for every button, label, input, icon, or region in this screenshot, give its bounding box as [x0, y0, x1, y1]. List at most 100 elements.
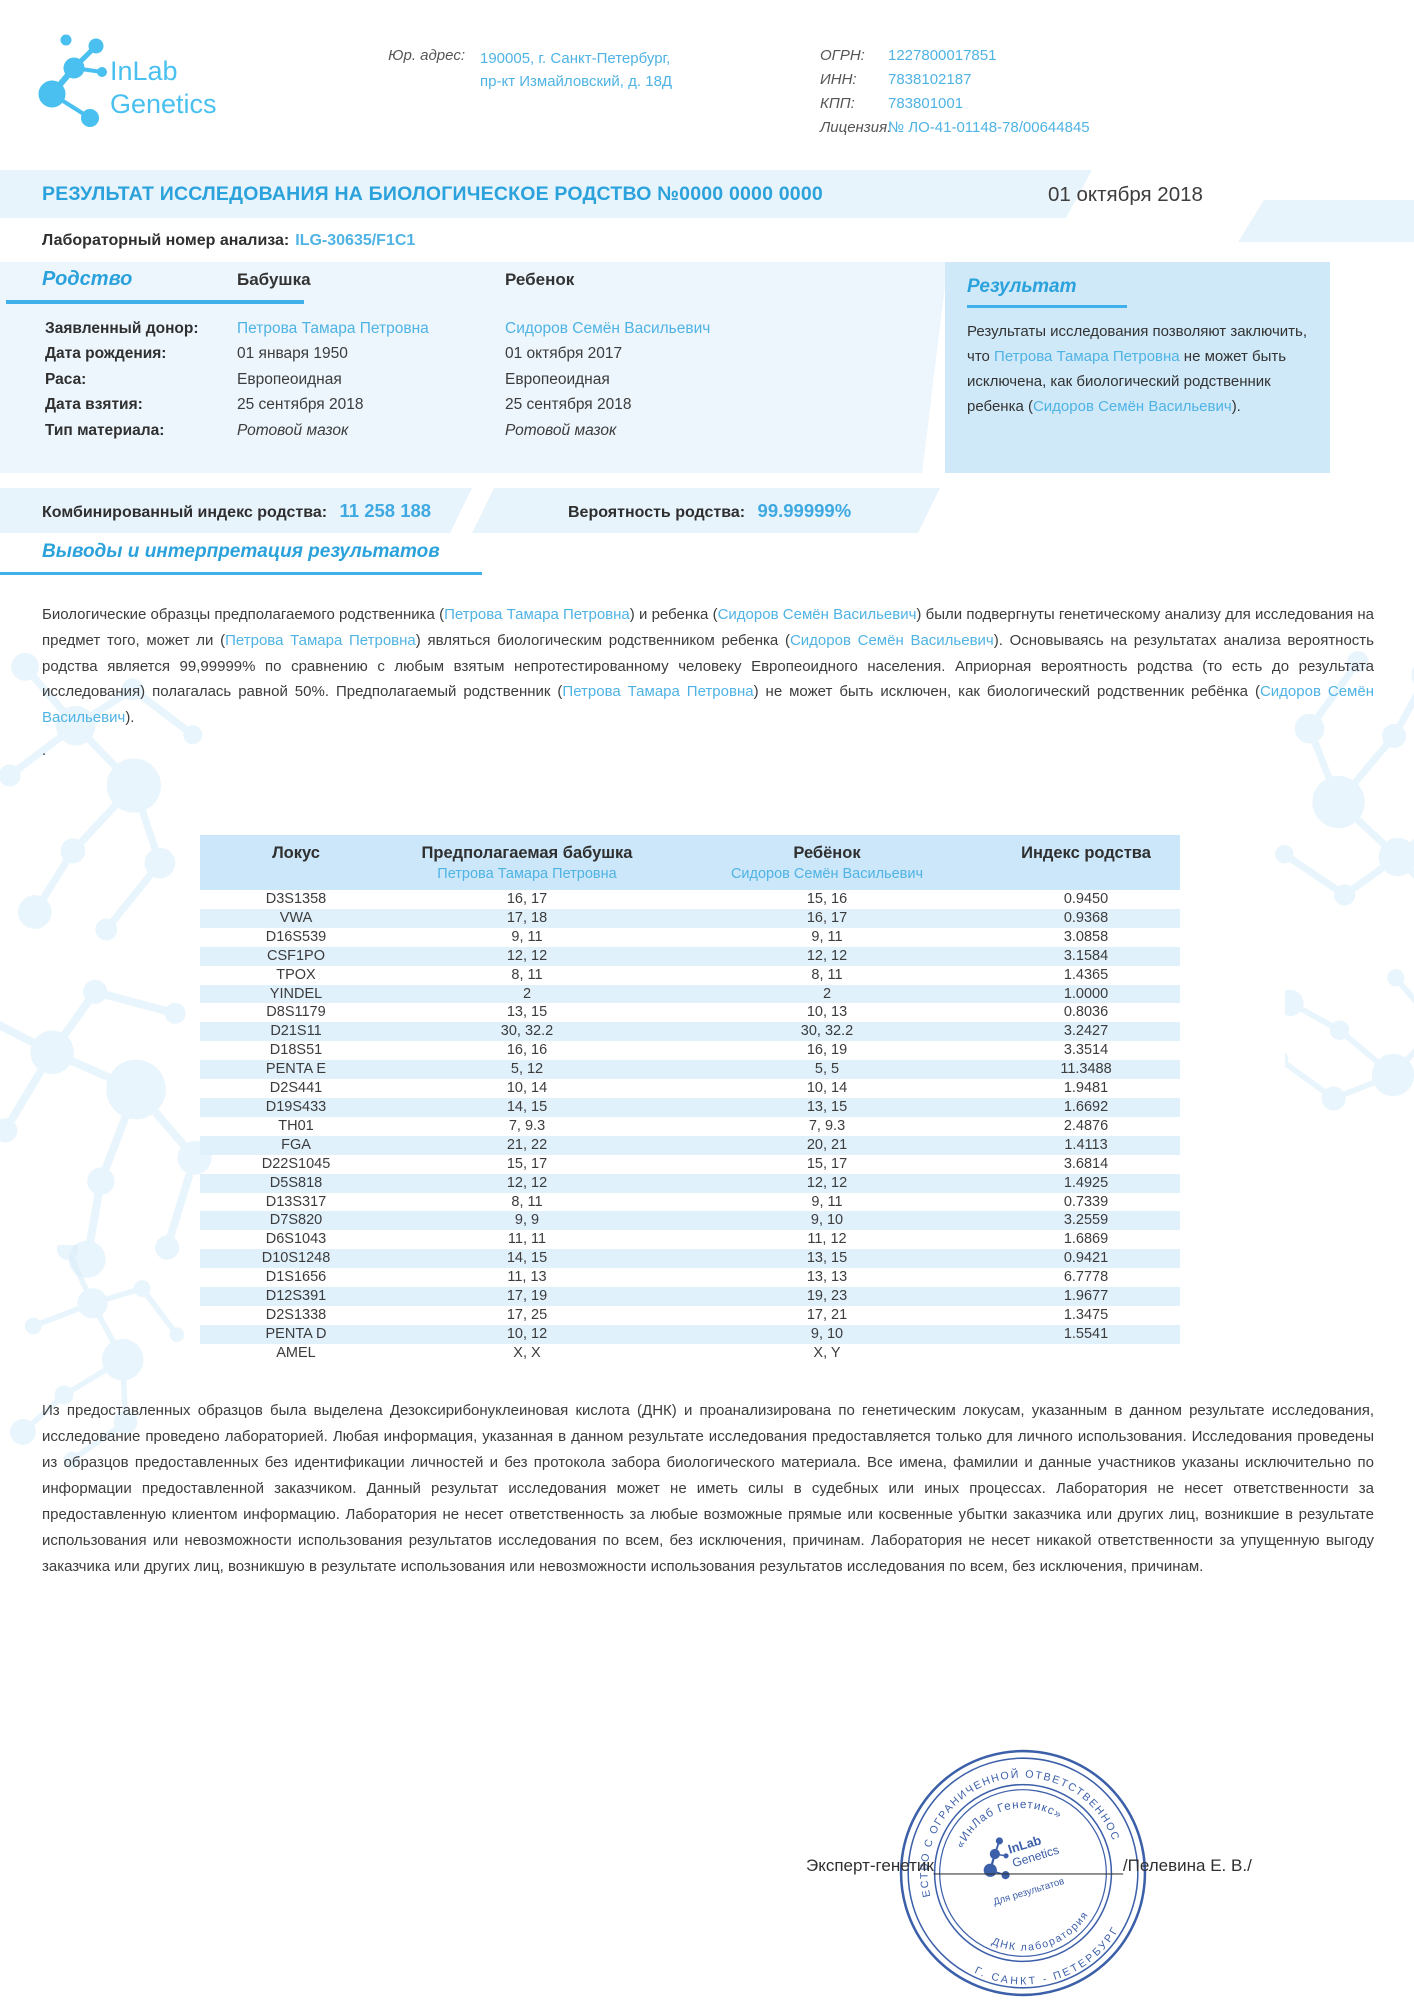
- locus-cell: D8S1179: [266, 1004, 326, 1021]
- donor-alleles-cell: 7, 9.3: [508, 1117, 546, 1134]
- company-stamp: ОБЩЕСТВО С ОГРАНИЧЕННОЙ ОТВЕТСТВЕННОСТЬЮ…: [856, 1712, 1150, 2005]
- child-header-title: Ребёнок: [793, 844, 861, 862]
- donor-header: Предполагаемая бабушка Петрова Тамара Пет…: [392, 835, 662, 890]
- index-cell: 1.9677: [1063, 1288, 1109, 1305]
- index-cell: 11.3488: [1060, 1061, 1112, 1078]
- str-table-body: D3S1358 16, 17 15, 16 0.9450 VWA 17, 18 …: [200, 890, 1180, 1363]
- locus-cell: YINDEL: [269, 985, 323, 1002]
- index-cell: 0.8036: [1063, 1004, 1109, 1021]
- kpp-label: КПП:: [820, 95, 855, 112]
- child-alleles-cell: 16, 19: [806, 1042, 848, 1059]
- conclusions-title-underline: [0, 572, 482, 575]
- locus-cell: D13S317: [265, 1193, 327, 1210]
- grandmother-material-type: Ротовой мазок: [237, 421, 349, 439]
- child-birthdate: 01 октября 2017: [505, 345, 623, 363]
- child-collection-date: 25 сентября 2018: [505, 396, 632, 414]
- concl-name: Сидоров Семён Васильевич: [42, 683, 1374, 727]
- child-alleles-cell: 13, 13: [806, 1269, 848, 1286]
- locus-cell: D2S441: [269, 1080, 323, 1097]
- donor-alleles-cell: 16, 17: [506, 891, 548, 907]
- concl-seg: ) не может быть исключен, как биологичес…: [753, 683, 1260, 701]
- concl-seg: Биологические образцы предполагаемого ро…: [42, 606, 445, 623]
- table-row: D2S1338 17, 25 17, 21 1.3475: [200, 1306, 1180, 1325]
- probability-label: Вероятность родства:: [568, 504, 746, 521]
- address-line1: 190005, г. Санкт-Петербург,: [480, 50, 671, 67]
- child-alleles-cell: 9, 11: [811, 1193, 843, 1210]
- collection-date-row-label: Дата взятия:: [45, 396, 143, 414]
- index-cell: 1.4925: [1063, 1174, 1109, 1191]
- table-row: TH01 7, 9.3 7, 9.3 2.4876: [200, 1117, 1180, 1136]
- index-cell: 1.0000: [1063, 985, 1109, 1002]
- document-date: 01 октября 2018: [1048, 183, 1203, 206]
- locus-cell: D2S1338: [265, 1306, 327, 1323]
- locus-cell: D3S1358: [265, 891, 327, 907]
- title-banner: РЕЗУЛЬТАТ ИССЛЕДОВАНИЯ НА БИОЛОГИЧЕСКОЕ …: [0, 170, 1092, 218]
- probability-value: 99.99999%: [757, 500, 852, 521]
- result-box: Результат Результаты исследования позвол…: [945, 262, 1330, 473]
- donor-alleles-cell: 17, 18: [506, 909, 548, 926]
- birthdate-row-label: Дата рождения:: [45, 345, 167, 363]
- donor-alleles-cell: 2: [522, 985, 532, 1002]
- index-cell: 1.6869: [1063, 1231, 1109, 1248]
- locus-cell: TPOX: [276, 966, 316, 983]
- table-row: D7S820 9, 9 9, 10 3.2559: [200, 1211, 1180, 1231]
- donor-alleles-cell: 21, 22: [506, 1136, 548, 1153]
- kinship-details-grid: Заявленный донор: Петрова Тамара Петровн…: [45, 316, 825, 443]
- kinship-title-underline: [6, 300, 304, 304]
- ogrn-label: ОГРН:: [820, 47, 865, 64]
- table-row: D2S441 10, 14 10, 14 1.9481: [200, 1079, 1180, 1098]
- trailing-dot: .: [42, 742, 47, 759]
- locus-cell: D12S391: [265, 1288, 327, 1305]
- address-line2: пр-кт Измайловский, д. 18Д: [480, 73, 673, 90]
- logo-text-line1: InLab: [110, 56, 178, 86]
- signature-role: Эксперт-генетик: [806, 1856, 934, 1875]
- child-alleles-cell: 30, 32.2: [800, 1023, 854, 1040]
- lab-number-label: Лабораторный номер анализа:: [42, 232, 290, 249]
- race-row-label: Раса:: [45, 370, 87, 388]
- molecule-watermark: [1285, 925, 1414, 1165]
- child-alleles-cell: 13, 15: [806, 1098, 848, 1115]
- lab-number-value: ILG-30635/F1C1: [295, 232, 416, 249]
- table-row: D8S1179 13, 15 10, 13 0.8036: [200, 1003, 1180, 1022]
- child-alleles-cell: 11, 12: [807, 1231, 847, 1248]
- donor-alleles-cell: 17, 25: [506, 1306, 548, 1323]
- locus-cell: D6S1043: [265, 1231, 327, 1248]
- result-name1: Петрова Тамара Петровна: [994, 348, 1180, 365]
- concl-name: Сидоров Семён Васильевич: [717, 606, 917, 623]
- child-alleles-cell: 20, 21: [806, 1136, 848, 1153]
- inn-label: ИНН:: [820, 71, 857, 88]
- child-race: Европеоидная: [505, 370, 610, 388]
- decorative-strip: [1238, 200, 1414, 242]
- index-cell: 1.5541: [1063, 1325, 1109, 1342]
- stamp-molecule-icon: [983, 1837, 1010, 1880]
- result-seg: Результаты исследования позволяют заключ…: [967, 323, 1307, 365]
- grandmother-name: Петрова Тамара Петровна: [237, 320, 429, 337]
- donor-header-name: Петрова Тамара Петровна: [437, 866, 617, 882]
- combined-index-band: Комбинированный индекс родства: 11 258 1…: [0, 488, 472, 533]
- kinship-section-title: Родство: [42, 268, 133, 290]
- kinship-section-background: [0, 262, 948, 473]
- donor-alleles-cell: 11, 13: [507, 1269, 547, 1286]
- index-cell: 0.7339: [1063, 1193, 1109, 1210]
- table-row: D10S1248 14, 15 13, 15 0.9421: [200, 1249, 1180, 1269]
- page-title: РЕЗУЛЬТАТ ИССЛЕДОВАНИЯ НА БИОЛОГИЧЕСКОЕ …: [42, 183, 823, 205]
- table-row: TPOX 8, 11 8, 11 1.4365: [200, 966, 1180, 985]
- table-row: FGA 21, 22 20, 21 1.4113: [200, 1135, 1180, 1155]
- donor-alleles-cell: 9, 9: [514, 1212, 540, 1229]
- str-loci-table: Локус Предполагаемая бабушка Петрова Тама…: [200, 835, 1180, 1363]
- donor-alleles-cell: 14, 15: [506, 1098, 548, 1115]
- result-name2: Сидоров Семён Васильевич: [1032, 398, 1232, 415]
- result-box-title: Результат: [967, 276, 1077, 297]
- signature-name: /Пелевина Е. В./: [1122, 1856, 1252, 1875]
- table-row: CSF1PO 12, 12 12, 12 3.1584: [200, 946, 1180, 966]
- conclusions-paragraph: Биологические образцы предполагаемого ро…: [42, 602, 1374, 731]
- index-cell: 1.3475: [1063, 1306, 1109, 1323]
- child-alleles-cell: 12, 12: [806, 947, 848, 964]
- donor-alleles-cell: 10, 12: [506, 1325, 548, 1342]
- child-alleles-cell: 15, 16: [806, 891, 848, 907]
- index-cell: 1.9481: [1063, 1080, 1109, 1097]
- child-alleles-cell: 10, 14: [806, 1080, 848, 1097]
- grandmother-column-header: Бабушка: [237, 270, 311, 289]
- registry-block: ОГРН: 1227800017851 ИНН: 7838102187 КПП:…: [820, 44, 1090, 140]
- locus-cell: D19S433: [265, 1098, 327, 1115]
